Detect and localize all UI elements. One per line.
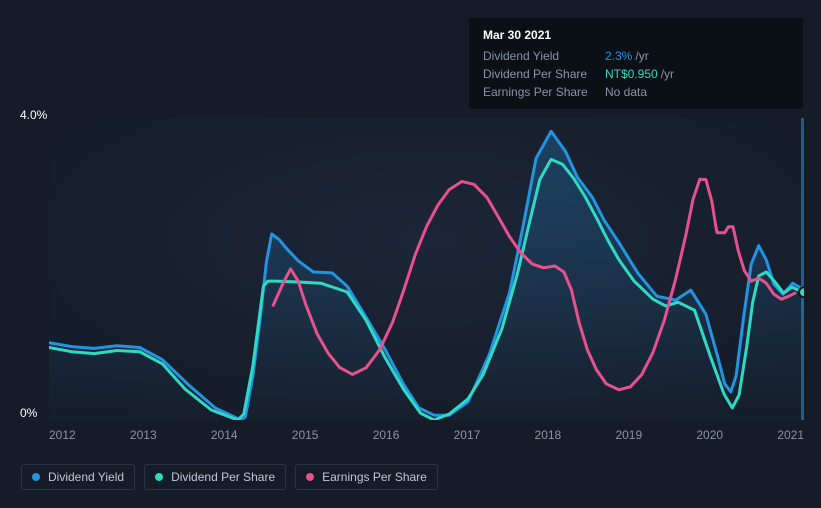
legend-item-dividend-yield[interactable]: Dividend Yield	[21, 464, 135, 490]
y-axis-bottom-label: 0%	[20, 406, 37, 420]
legend-dot-icon	[32, 473, 40, 481]
legend-dot-icon	[155, 473, 163, 481]
x-tick-label: 2017	[454, 428, 481, 442]
tooltip-suffix: /yr	[635, 49, 648, 63]
tooltip-value: NT$0.950/yr	[605, 65, 674, 83]
x-tick-label: 2020	[696, 428, 723, 442]
x-axis-labels: 2012 2013 2014 2015 2016 2017 2018 2019 2020 2021	[49, 428, 804, 442]
x-tick-label: 2014	[211, 428, 238, 442]
x-tick-label: 2012	[49, 428, 76, 442]
chart-container: Mar 30 2021 Dividend Yield2.3%/yrDividen…	[0, 0, 821, 508]
line-chart[interactable]	[49, 118, 804, 420]
legend-dot-icon	[306, 473, 314, 481]
legend-item-earnings-per-share[interactable]: Earnings Per Share	[295, 464, 438, 490]
tooltip-label: Dividend Yield	[483, 47, 605, 65]
tooltip-label: Dividend Per Share	[483, 65, 605, 83]
legend-item-dividend-per-share[interactable]: Dividend Per Share	[144, 464, 286, 490]
legend: Dividend Yield Dividend Per Share Earnings…	[21, 464, 438, 490]
x-tick-label: 2019	[615, 428, 642, 442]
tooltip-date: Mar 30 2021	[483, 26, 789, 44]
x-tick-label: 2018	[535, 428, 562, 442]
tooltip-row: Earnings Per ShareNo data	[483, 83, 789, 101]
legend-label: Dividend Per Share	[171, 470, 275, 484]
tooltip-row: Dividend Per ShareNT$0.950/yr	[483, 65, 789, 83]
tooltip-row: Dividend Yield2.3%/yr	[483, 47, 789, 65]
series-end-marker-icon	[799, 287, 804, 297]
x-tick-label: 2021	[777, 428, 804, 442]
hover-tooltip: Mar 30 2021 Dividend Yield2.3%/yrDividen…	[469, 18, 803, 109]
tooltip-label: Earnings Per Share	[483, 83, 605, 101]
y-axis-top-label: 4.0%	[20, 108, 47, 122]
x-tick-label: 2013	[130, 428, 157, 442]
tooltip-value: 2.3%/yr	[605, 47, 649, 65]
tooltip-value: No data	[605, 83, 650, 101]
legend-label: Dividend Yield	[48, 470, 124, 484]
x-tick-label: 2015	[292, 428, 319, 442]
tooltip-suffix: /yr	[661, 67, 674, 81]
legend-label: Earnings Per Share	[322, 470, 427, 484]
x-tick-label: 2016	[373, 428, 400, 442]
